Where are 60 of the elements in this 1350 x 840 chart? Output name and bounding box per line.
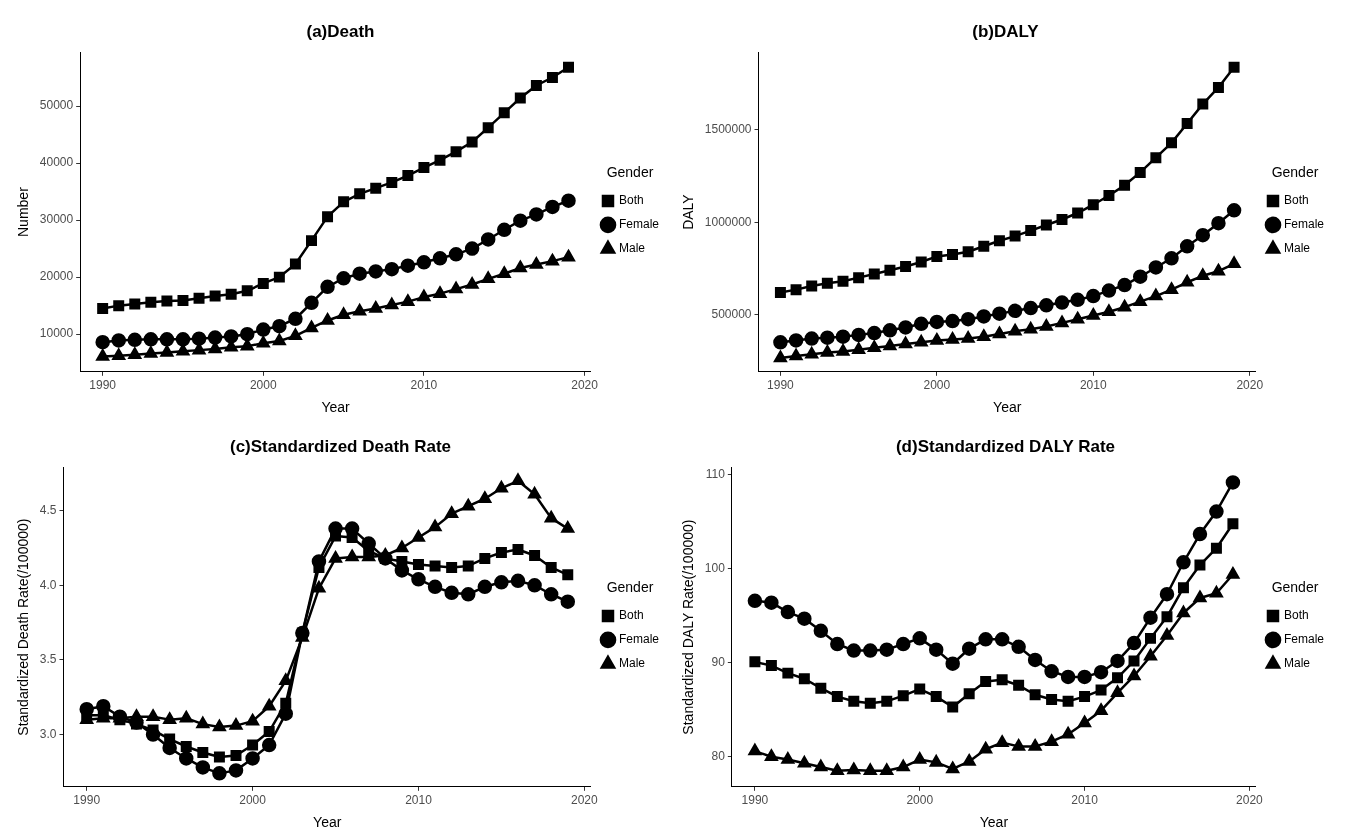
x-tick-label: 1990 [767,378,795,393]
y-axis-title: Standardized DALY Rate(/100000) [680,519,697,735]
y-tick-label: 3.0 [39,726,57,741]
y-tick-label: 20000 [39,269,74,284]
y-tick-label: 80 [711,749,726,764]
y-tick-label: 30000 [39,212,74,227]
y-tick-label: 500000 [711,306,752,321]
y-tick-label: 10000 [39,326,74,341]
y-axis-title: Standardized Death Rate(/100000) [15,518,32,736]
y-tick-label: 4.5 [39,503,57,517]
y-tick-label: 90 [711,655,726,670]
y-tick-label: 100 [704,561,726,576]
legend-label: Male [1283,656,1311,671]
y-tick-label: 4.0 [39,577,57,592]
x-tick-label: 1990 [741,793,769,808]
legend-label: Both [1283,193,1309,208]
legend-label: Female [1283,632,1325,647]
legend-title: Gender [606,578,654,595]
x-axis-title: Year [313,814,342,831]
x-tick-label: 2010 [405,793,433,808]
legend-label: Both [1283,608,1309,623]
x-tick-label: 2020 [1236,793,1264,808]
legend-title: Gender [606,163,654,180]
legend-label: Both [618,608,644,623]
chart-title: (b)DALY [972,21,1040,41]
y-tick-label: 50000 [39,98,74,113]
x-tick-label: 2010 [1079,378,1107,393]
y-axis-title: DALY [680,193,697,230]
chart-title: (a)Death [306,21,375,41]
chart-title: (c)Standardized Death Rate [229,436,452,456]
x-tick-label: 2020 [1236,378,1264,393]
y-tick-label: 40000 [39,155,74,170]
legend-label: Male [618,241,646,256]
x-tick-label: 2000 [906,793,934,808]
x-tick-label: 2000 [249,378,277,393]
x-tick-label: 2020 [571,793,599,808]
y-tick-label: 110 [705,467,726,482]
legend-title: Gender [1271,578,1319,595]
y-tick-label: 3.5 [39,652,57,667]
x-axis-title: Year [993,399,1022,416]
y-tick-label: 1000000 [704,214,752,229]
x-tick-label: 2010 [410,378,438,393]
x-axis-title: Year [321,399,351,416]
legend-label: Female [1283,217,1325,232]
legend-title: Gender [1271,163,1319,180]
legend-label: Male [1283,241,1311,256]
legend-label: Male [618,656,646,671]
x-tick-label: 2000 [239,793,267,808]
legend-label: Female [618,217,660,232]
x-tick-label: 2000 [923,378,951,393]
chart-title: (d)Standardized DALY Rate [895,436,1116,456]
x-tick-label: 2020 [571,378,599,393]
x-tick-label: 1990 [89,378,117,393]
legend-label: Both [618,193,644,208]
y-tick-label: 1500000 [704,122,752,137]
legend-label: Female [618,632,660,647]
x-axis-title: Year [979,814,1009,831]
x-tick-label: 1990 [73,793,101,808]
y-axis-title: Number [15,186,32,237]
x-tick-label: 2010 [1071,793,1099,808]
